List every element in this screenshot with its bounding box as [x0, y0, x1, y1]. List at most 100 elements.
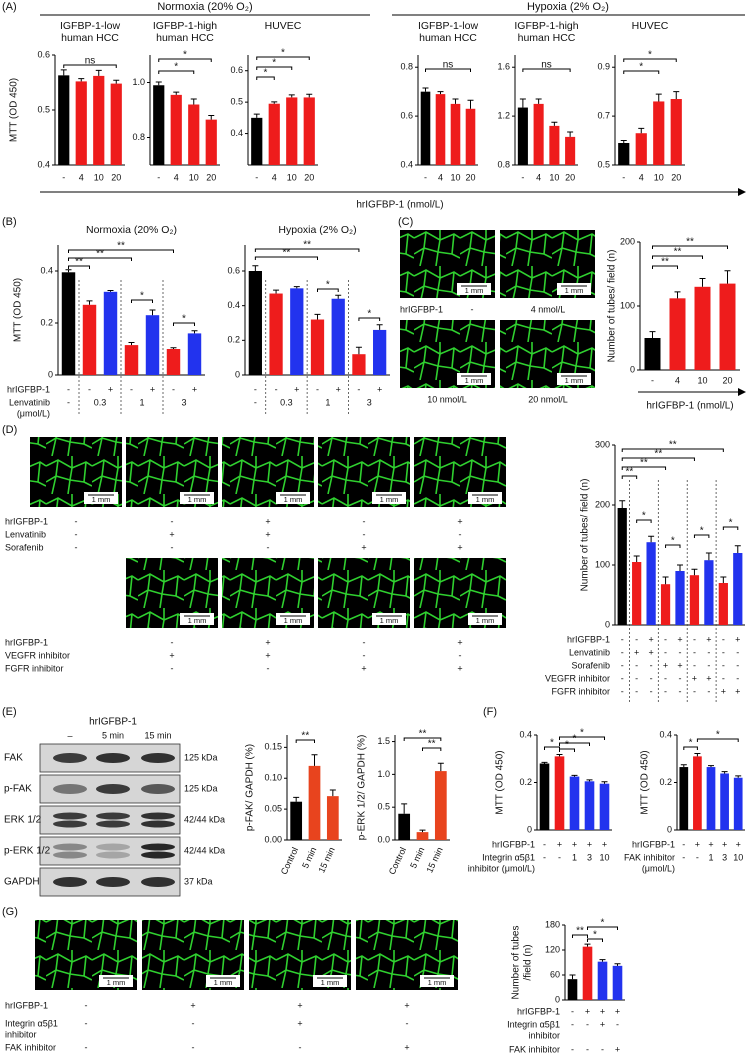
significance-label: *: [550, 738, 554, 749]
condition-value: +: [192, 384, 197, 394]
condition-value: -: [650, 660, 653, 670]
significance-bracket: [63, 64, 117, 68]
significance-label: *: [183, 50, 187, 61]
y-axis-label: /field (n): [523, 944, 534, 980]
x-tick-label: -: [255, 172, 258, 182]
condition-value: -: [267, 663, 270, 673]
condition-value: -: [459, 650, 462, 660]
bar: [533, 103, 544, 165]
condition-label: inhibitor: [5, 1029, 37, 1039]
significance-bracket: [254, 248, 360, 252]
blot-band: [96, 784, 130, 794]
error-bar: [569, 974, 576, 980]
bar: [669, 298, 686, 370]
error-bar: [584, 943, 591, 947]
error-bar: [293, 796, 300, 802]
significance-label: **: [117, 241, 125, 252]
bar: [331, 298, 345, 375]
error-bar: [191, 330, 198, 334]
blot-band: [96, 877, 130, 887]
condition-label: Lenvatinib: [569, 647, 610, 657]
error-bar: [107, 290, 114, 292]
bar: [166, 349, 181, 375]
condition-value: +: [572, 839, 577, 849]
x-tick-label: -: [62, 172, 65, 182]
y-tick-label: 0.4: [659, 729, 672, 739]
bar: [670, 99, 682, 165]
condition-label: Integrin α5β1: [507, 1019, 560, 1029]
error-bar: [720, 576, 727, 583]
blot-band: [96, 843, 130, 851]
error-bar: [376, 324, 383, 330]
error-bar: [599, 959, 606, 962]
y-axis-label: Number of tubes/ field (n): [607, 250, 618, 363]
bar: [646, 542, 656, 625]
y-axis-label: p-ERK 1/2/ GAPDH (%): [357, 735, 368, 841]
protein-label: p-ERK 1/2: [4, 846, 51, 857]
error-bar: [734, 545, 741, 553]
error-bar: [724, 270, 731, 284]
significance-label: *: [326, 280, 330, 291]
significance-label: *: [281, 48, 285, 59]
x-tick-label: 4: [675, 375, 680, 385]
error-bar: [551, 121, 558, 126]
significance-label: **: [75, 257, 83, 268]
condition-label: VEGFR inhibitor: [545, 673, 610, 683]
condition-value: -: [275, 384, 278, 394]
condition-label: hrIGFBP-1: [5, 1000, 48, 1010]
error-bar: [437, 91, 444, 95]
x-tick-label: 10: [697, 375, 707, 385]
condition-value: +: [602, 839, 607, 849]
y-axis-label: MTT (OD 450): [640, 750, 651, 814]
error-bar: [86, 300, 93, 305]
significance-bracket: [683, 746, 698, 750]
condition-value: +: [457, 663, 462, 673]
bar: [290, 288, 304, 375]
panel-label: (C): [398, 216, 413, 228]
condition-value: 1: [572, 852, 577, 862]
bar: [733, 553, 743, 625]
condition-value: -: [682, 839, 685, 849]
bar: [565, 136, 576, 165]
error-bar: [306, 93, 313, 98]
bar: [539, 763, 550, 830]
y-tick-label: 0.5: [377, 802, 390, 812]
significance-label: *: [648, 50, 652, 61]
x-axis-label: hrIGFBP-1 (nmol/L): [646, 401, 733, 412]
bar: [549, 125, 560, 165]
blot-band: [141, 851, 175, 859]
y-tick-label: 0.00: [264, 834, 282, 844]
condition-value: +: [169, 650, 174, 660]
bar: [61, 272, 76, 375]
bar: [694, 286, 711, 370]
bar: [517, 107, 528, 165]
significance-label: ns: [541, 60, 552, 71]
condition-value: -: [192, 1042, 195, 1052]
x-tick-label: 4: [174, 172, 179, 182]
condition-label: Lenvatinib: [5, 529, 46, 539]
bar: [704, 560, 714, 625]
chart-title: Hypoxia (2% O₂): [278, 224, 356, 236]
condition-value: -: [171, 663, 174, 673]
significance-label: *: [565, 740, 569, 751]
significance-bracket: [623, 58, 677, 62]
bar: [110, 83, 122, 165]
y-tick-label: 0.2: [659, 777, 672, 787]
scale-bar-label: 1 mm: [476, 495, 495, 504]
error-bar: [452, 98, 459, 104]
bar: [326, 796, 339, 840]
bar: [93, 75, 105, 165]
significance-label: **: [576, 926, 584, 937]
error-bar: [601, 781, 608, 784]
significance-bracket: [158, 70, 195, 74]
bar: [644, 338, 661, 370]
bar: [450, 103, 461, 165]
error-bar: [620, 140, 627, 143]
significance-label: **: [419, 729, 427, 740]
significance-label: *: [639, 62, 643, 73]
x-tick-label: 5 min: [300, 846, 318, 870]
condition-value: -: [722, 673, 725, 683]
y-tick-label: 0.4: [519, 729, 532, 739]
condition-value: +: [600, 1019, 605, 1029]
error-bar: [314, 313, 321, 320]
